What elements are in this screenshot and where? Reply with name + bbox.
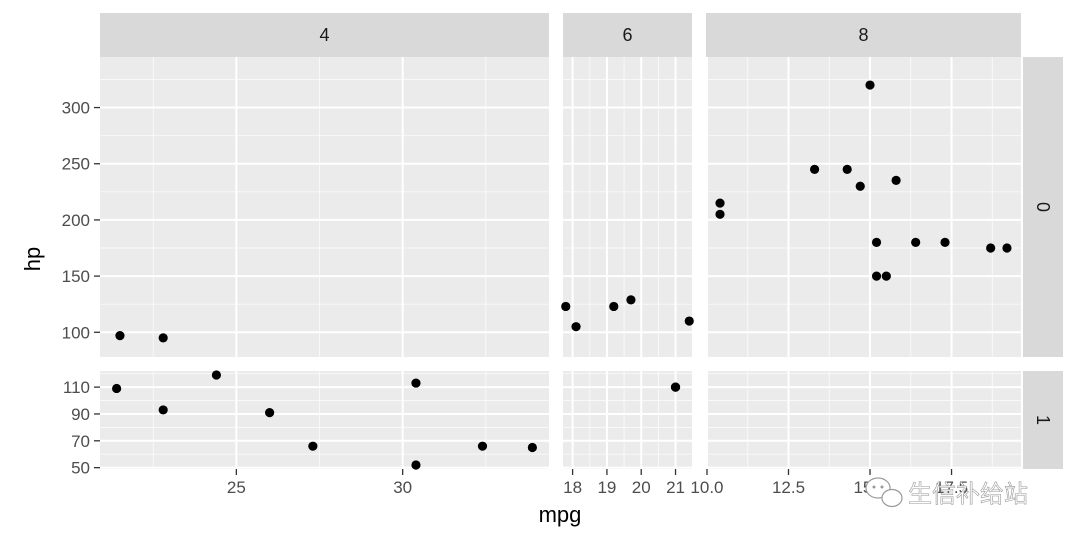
data-point	[865, 80, 875, 90]
data-point	[842, 164, 852, 174]
strip-right-label: 0	[1033, 202, 1053, 212]
points-1-4	[112, 378, 537, 470]
strip-top-8	[706, 13, 1021, 57]
data-point	[115, 331, 125, 341]
y-tick-label: 250	[62, 155, 90, 174]
data-point	[112, 383, 122, 394]
x-tick-label: 20	[632, 478, 651, 497]
y-tick-label: 90	[71, 405, 90, 424]
data-point	[308, 441, 318, 451]
panel-0-6	[563, 57, 692, 357]
data-point	[477, 441, 488, 451]
x-tick-label: 21	[666, 478, 685, 497]
strip-top-label: 4	[319, 25, 329, 45]
y-axis-title: hp	[20, 247, 45, 271]
data-point	[1002, 243, 1012, 253]
watermark-text: 生信补给站	[908, 480, 1028, 508]
strip-right-1	[1023, 371, 1063, 469]
strip-top-4	[100, 13, 549, 57]
panel-background	[706, 57, 1021, 357]
points-0-8	[715, 164, 1012, 281]
panel-background	[563, 57, 692, 357]
wechat-bubble-icon	[865, 477, 903, 508]
x-tick-label: 12.5	[772, 478, 805, 497]
strips-layer: 4 6 8 0 1	[100, 13, 1063, 469]
data-point	[891, 175, 901, 185]
data-point	[411, 460, 421, 470]
data-point	[684, 316, 694, 326]
x-tick-label: 18	[563, 478, 582, 497]
panel-1-4	[100, 371, 549, 469]
y-tick-label: 110	[63, 378, 90, 397]
data-point	[871, 237, 882, 247]
data-point	[158, 333, 168, 343]
y-tick-label: 70	[71, 432, 90, 451]
y-tick-label: 200	[62, 211, 90, 230]
data-point	[855, 181, 865, 191]
x-tick-label: 17.5	[935, 478, 968, 497]
panel-1-8	[705, 371, 1021, 469]
data-point	[561, 301, 571, 312]
y-tick-label: 300	[62, 99, 90, 118]
data-point	[911, 237, 921, 247]
x-axis-title: mpg	[539, 502, 582, 527]
data-point	[715, 209, 725, 219]
x-tick-label: 25	[227, 478, 246, 497]
y-tick-label: 100	[62, 323, 90, 342]
strip-top-label: 8	[858, 25, 868, 45]
data-point	[158, 405, 168, 415]
data-point	[527, 442, 537, 453]
panel-0-4	[100, 57, 549, 357]
panel-background	[100, 57, 549, 357]
x-tick-label: 19	[597, 478, 616, 497]
data-point	[940, 237, 950, 247]
data-point	[986, 243, 996, 253]
points-0-6	[561, 301, 694, 332]
data-point	[626, 295, 636, 305]
panel-0-8	[705, 57, 1021, 357]
watermark: 生信补给站	[865, 477, 1028, 508]
data-point	[609, 301, 619, 312]
points-1-8	[865, 80, 901, 185]
axes-layer: 100 150 200 250 300 50 70 90 110 25 30 18 19 20 21 10.0…	[62, 99, 968, 497]
strip-top-label: 6	[622, 25, 632, 45]
data-point	[871, 271, 882, 281]
points-1-6	[626, 295, 681, 392]
x-tick-label: 30	[393, 478, 412, 497]
x-tick-label: 10.0	[690, 478, 723, 497]
data-point	[809, 164, 820, 174]
strip-right-0	[1023, 57, 1063, 357]
data-point	[881, 271, 891, 281]
data-point	[571, 322, 581, 332]
data-point	[670, 382, 681, 392]
y-tick-label: 150	[62, 267, 90, 286]
panel-1-6	[563, 371, 692, 469]
y-tick-label: 50	[71, 459, 90, 478]
data-point	[265, 408, 275, 418]
strip-top-6	[563, 13, 692, 57]
data-point	[715, 198, 725, 208]
data-point	[211, 370, 222, 380]
points-0-4	[115, 331, 222, 380]
data-point	[411, 378, 421, 388]
panels-layer	[100, 57, 1021, 470]
strip-right-label: 1	[1033, 415, 1053, 425]
